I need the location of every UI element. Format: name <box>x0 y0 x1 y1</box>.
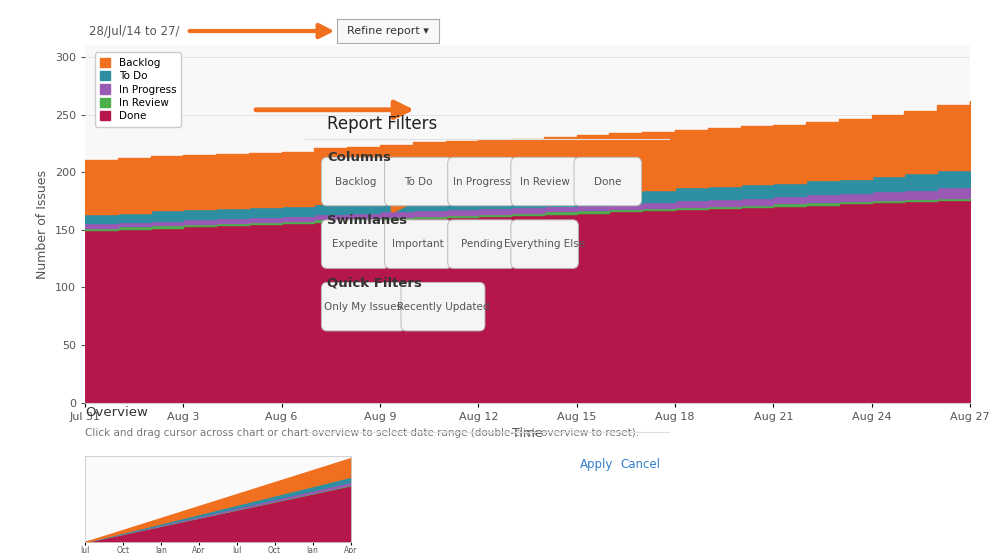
Text: Backlog: Backlog <box>334 176 376 186</box>
Text: Cancel: Cancel <box>621 458 661 471</box>
FancyBboxPatch shape <box>321 158 389 206</box>
Text: Report Filters: Report Filters <box>327 115 437 133</box>
Text: Quick Filters: Quick Filters <box>327 276 422 289</box>
Text: Apply: Apply <box>580 458 614 471</box>
Text: Expedite: Expedite <box>332 239 378 249</box>
Text: To Do: To Do <box>404 176 433 186</box>
Text: In Review: In Review <box>520 176 570 186</box>
Text: Pending: Pending <box>461 239 502 249</box>
FancyBboxPatch shape <box>511 158 578 206</box>
FancyBboxPatch shape <box>401 283 485 331</box>
Text: Swimlanes: Swimlanes <box>327 214 407 227</box>
Text: Overview: Overview <box>85 405 148 419</box>
Text: Important: Important <box>392 239 444 249</box>
Text: Everything Else: Everything Else <box>504 239 585 249</box>
Text: Click and drag cursor across chart or chart overview to select date range (doubl: Click and drag cursor across chart or ch… <box>85 428 639 438</box>
Text: Done: Done <box>594 176 621 186</box>
FancyBboxPatch shape <box>448 158 515 206</box>
Legend: Backlog, To Do, In Progress, In Review, Done: Backlog, To Do, In Progress, In Review, … <box>95 53 181 127</box>
Y-axis label: Number of Issues: Number of Issues <box>36 170 49 279</box>
FancyBboxPatch shape <box>511 220 578 268</box>
FancyBboxPatch shape <box>385 220 452 268</box>
FancyBboxPatch shape <box>574 158 642 206</box>
Text: Only My Issues: Only My Issues <box>324 302 402 312</box>
FancyBboxPatch shape <box>321 283 405 331</box>
Text: Recently Updated: Recently Updated <box>397 302 489 312</box>
Text: In Progress: In Progress <box>453 176 510 186</box>
Text: 28/Jul/14 to 27/: 28/Jul/14 to 27/ <box>89 24 180 38</box>
Text: Columns: Columns <box>327 152 391 164</box>
FancyBboxPatch shape <box>321 220 389 268</box>
FancyBboxPatch shape <box>448 220 515 268</box>
X-axis label: Time: Time <box>512 427 543 440</box>
FancyBboxPatch shape <box>385 158 452 206</box>
